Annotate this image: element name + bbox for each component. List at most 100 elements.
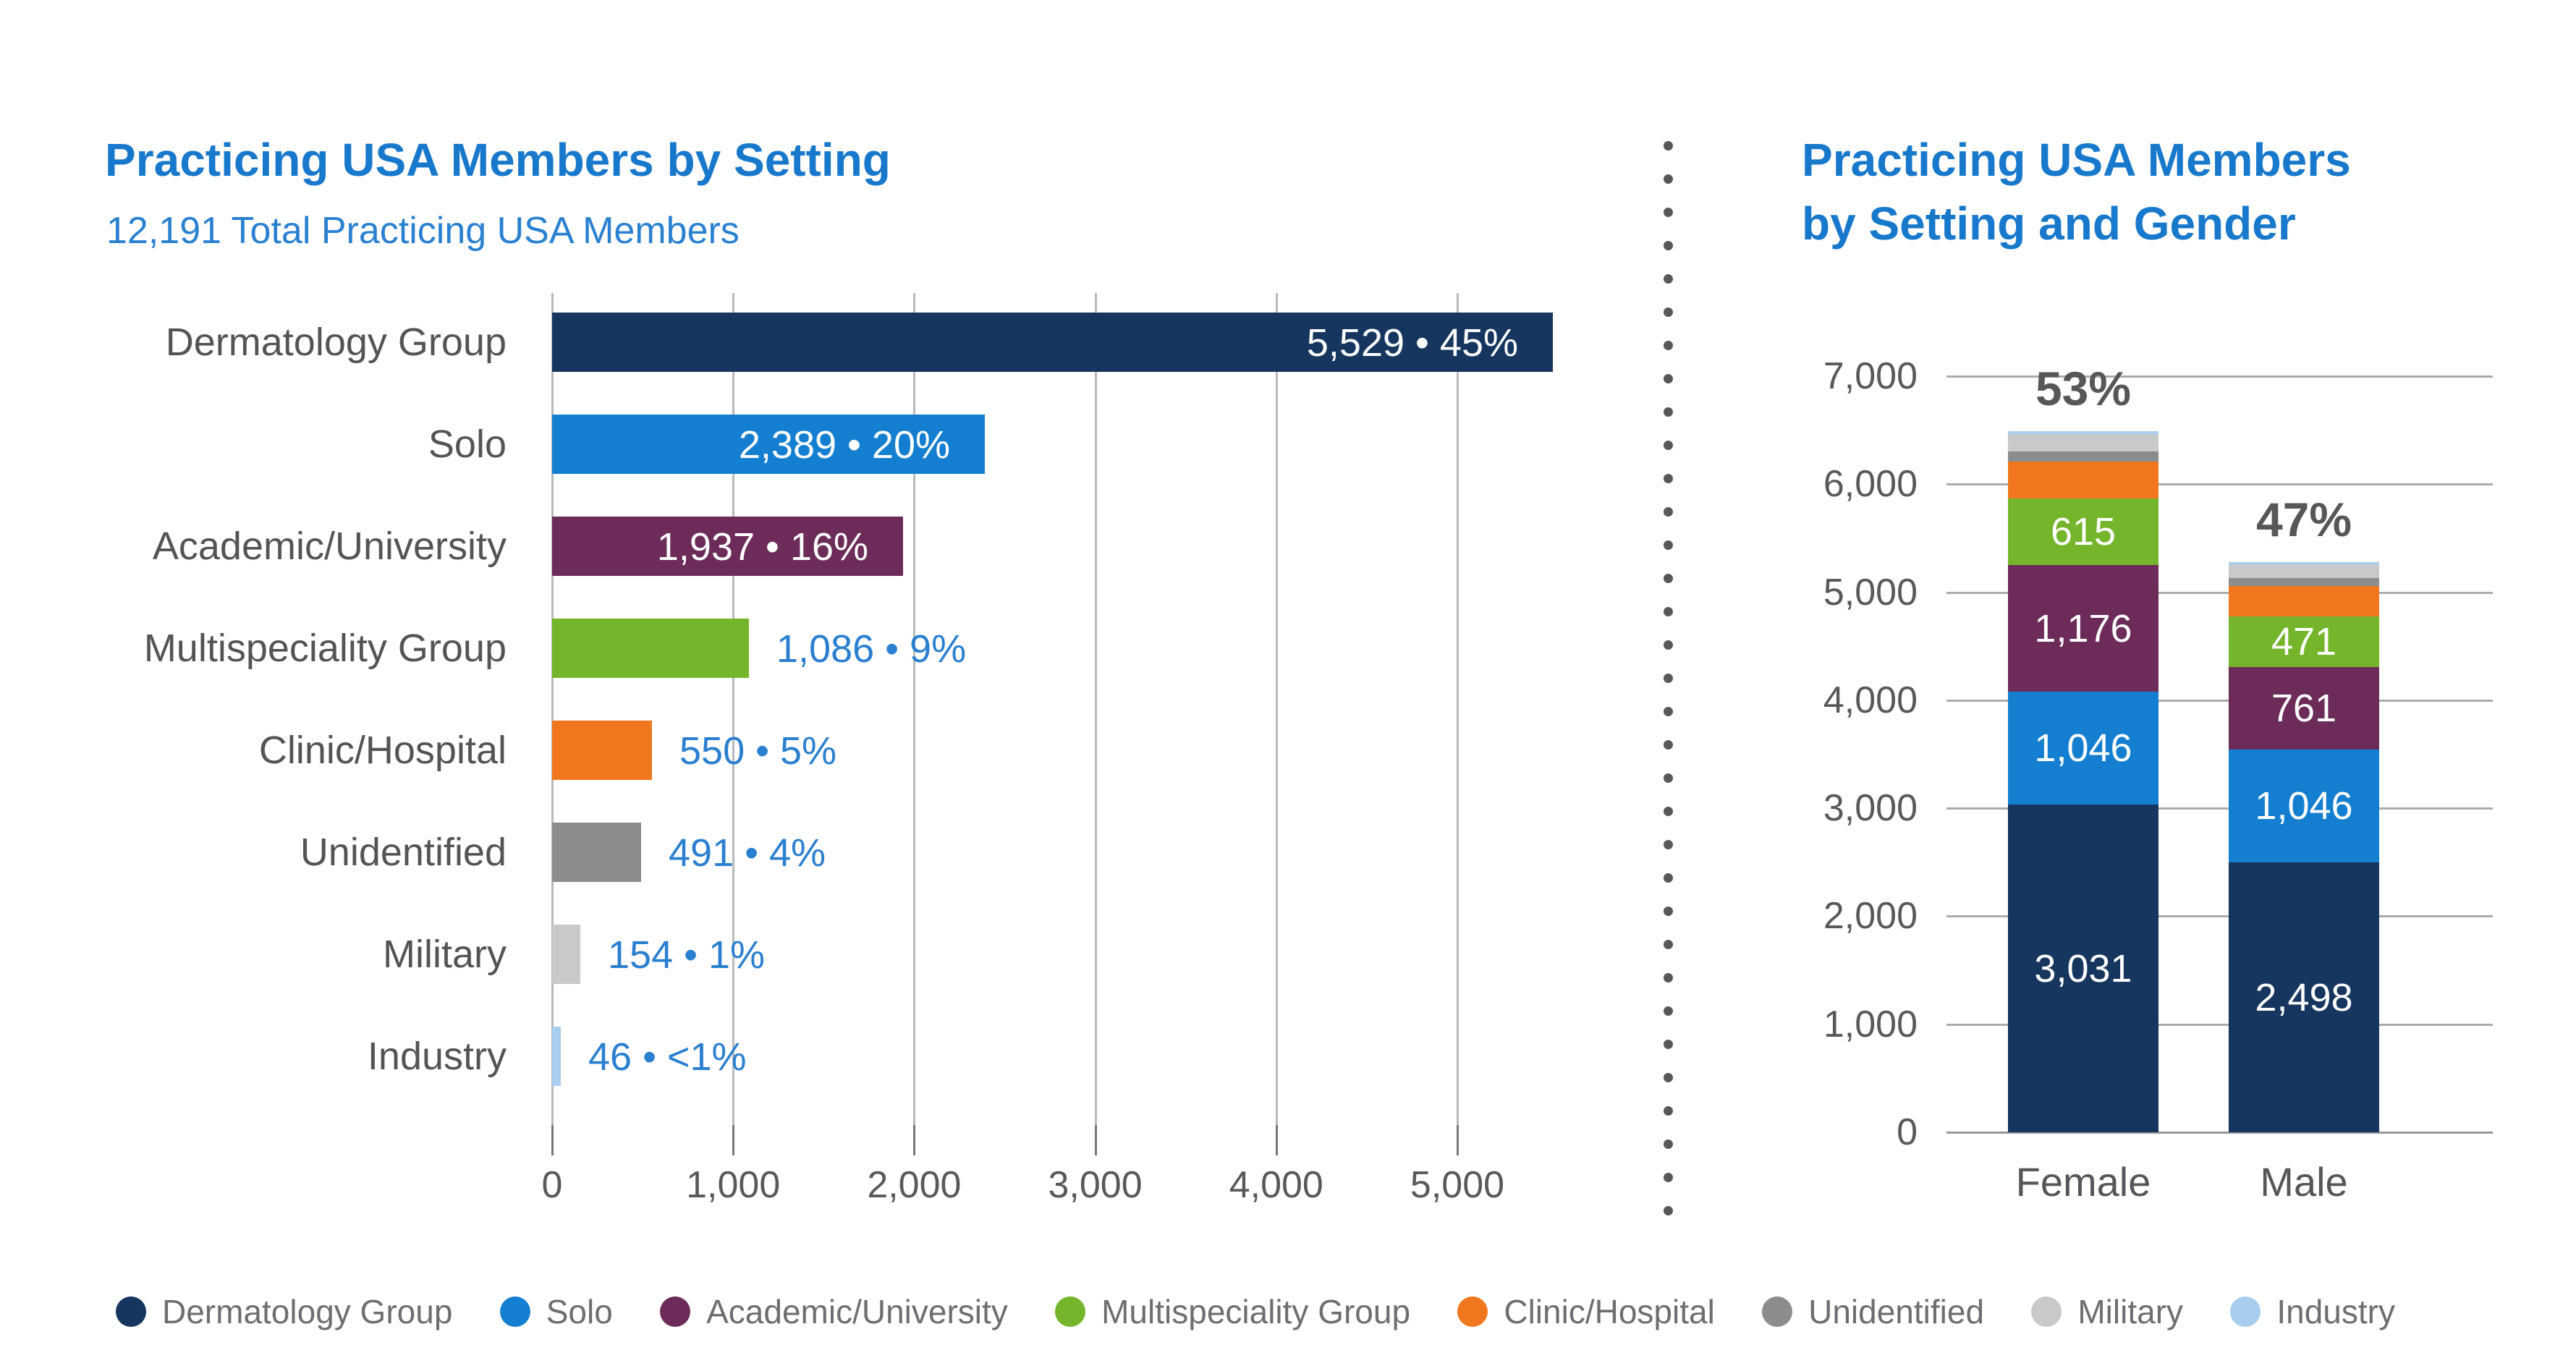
right-chart-title-line1: Practicing USA Members: [1802, 134, 2351, 186]
gridline-horizontal: [1946, 375, 2493, 378]
solo-legend-dot: [499, 1296, 530, 1327]
y-axis-tick-label: 0: [1897, 1111, 1918, 1153]
divider-dot: [1664, 540, 1673, 550]
divider-dot: [1664, 1139, 1673, 1149]
legend-item: Multispeciality Group: [1055, 1292, 1410, 1331]
divider-dot: [1664, 807, 1673, 816]
gridline-vertical: [1094, 293, 1097, 1125]
bar-dermatology_group: [552, 313, 1553, 372]
axis-tick: [1094, 1125, 1097, 1155]
bar-unidentified: [552, 823, 641, 882]
bar-multispeciality_group: [552, 619, 749, 678]
column-category-label: Male: [2260, 1159, 2348, 1205]
y-axis-tick-label: 2,000: [1823, 895, 1918, 938]
segment-unidentified: [2229, 577, 2379, 587]
legend-label: Industry: [2276, 1293, 2395, 1330]
segment-military: [2008, 434, 2158, 451]
divider-dot: [1664, 840, 1673, 849]
column-percent-label: 53%: [2035, 362, 2132, 416]
legend-item: Clinic/Hospital: [1457, 1292, 1715, 1331]
divider-dot: [1664, 241, 1673, 250]
segment-unidentified: [2008, 451, 2158, 462]
segment-value-label: 761: [2271, 687, 2337, 731]
category-label: Multispeciality Group: [143, 627, 507, 670]
segment-industry: [2229, 561, 2379, 564]
x-axis-tick-label: 2,000: [867, 1164, 962, 1206]
segment-value-label: 2,498: [2255, 975, 2353, 1019]
bar-value-label: 5,529 • 45%: [1306, 321, 1518, 365]
divider-dot: [1664, 640, 1673, 650]
gridline-vertical: [1275, 293, 1278, 1125]
segment-value-label: 3,031: [2034, 946, 2132, 990]
divider-dot: [1664, 1073, 1673, 1082]
bar-industry: [552, 1027, 561, 1086]
y-axis-tick-label: 5,000: [1823, 571, 1918, 614]
divider-dot: [1664, 607, 1673, 616]
divider-dot: [1664, 574, 1673, 583]
multispeciality_group-legend-dot: [1055, 1296, 1086, 1327]
axis-tick: [551, 1125, 554, 1155]
segment-academic_university: [2008, 564, 2158, 692]
divider-dot: [1664, 1206, 1673, 1215]
category-label: Military: [383, 933, 507, 976]
divider-dot: [1664, 474, 1673, 483]
bar-academic_university: [552, 517, 903, 576]
divider-dot: [1664, 940, 1673, 949]
category-label: Dermatology Group: [165, 321, 507, 364]
segment-multispeciality_group: [2008, 498, 2158, 565]
military-legend-dot: [2031, 1296, 2062, 1327]
legend-label: Clinic/Hospital: [1504, 1293, 1715, 1330]
divider-dot: [1664, 174, 1673, 184]
gridline-vertical: [1457, 293, 1459, 1125]
divider-dot: [1664, 208, 1673, 217]
axis-tick: [913, 1125, 916, 1155]
legend-item: Solo: [499, 1292, 613, 1331]
divider-dot: [1664, 507, 1673, 517]
segment-dermatology_group: [2229, 862, 2379, 1132]
x-axis-tick-label: 1,000: [686, 1164, 781, 1206]
divider-dot: [1664, 907, 1673, 916]
legend-label: Dermatology Group: [162, 1293, 453, 1330]
gridline-vertical: [551, 293, 554, 1125]
bar-value-label: 1,086 • 9%: [776, 627, 967, 671]
divider-dot: [1664, 1106, 1673, 1116]
divider-dot: [1664, 141, 1673, 150]
gridline-horizontal: [1946, 1023, 2493, 1026]
gridline-vertical: [732, 293, 735, 1125]
bar-value-label: 2,389 • 20%: [738, 423, 950, 467]
y-axis-tick-label: 6,000: [1823, 463, 1918, 506]
segment-academic_university: [2229, 667, 2379, 750]
segment-multispeciality_group: [2229, 616, 2379, 668]
legend-item: Unidentified: [1762, 1292, 1984, 1331]
y-axis-tick-label: 3,000: [1823, 787, 1918, 830]
bar-value-label: 46 • <1%: [588, 1035, 747, 1079]
divider-dot: [1664, 674, 1673, 683]
y-axis-tick-label: 7,000: [1823, 355, 1918, 397]
divider-dot: [1664, 274, 1673, 284]
x-axis-tick-label: 0: [541, 1164, 563, 1206]
bar-solo: [552, 415, 985, 474]
category-label: Industry: [367, 1035, 507, 1078]
x-axis-tick-label: 4,000: [1229, 1164, 1323, 1206]
legend-label: Solo: [546, 1293, 613, 1330]
legend-item: Dermatology Group: [116, 1292, 452, 1331]
axis-tick: [1275, 1125, 1278, 1155]
divider-dot: [1664, 740, 1673, 750]
segment-clinic_hospital: [2008, 462, 2158, 498]
segment-value-label: 615: [2050, 509, 2117, 553]
column-percent-label: 47%: [2255, 492, 2352, 546]
gridline-horizontal: [1946, 483, 2493, 486]
segment-value-label: 1,046: [2255, 784, 2353, 828]
divider-dot: [1664, 307, 1673, 317]
legend-label: Multispeciality Group: [1101, 1293, 1411, 1330]
legend-label: Unidentified: [1808, 1293, 1985, 1330]
x-axis-tick-label: 3,000: [1048, 1164, 1143, 1206]
bar-value-label: 154 • 1%: [608, 933, 766, 977]
divider-dot: [1664, 441, 1673, 450]
axis-tick: [732, 1125, 735, 1155]
legend-label: Academic/University: [706, 1293, 1008, 1330]
bar-value-label: 550 • 5%: [679, 729, 837, 773]
divider-dot: [1664, 1173, 1673, 1182]
clinic_hospital-legend-dot: [1457, 1296, 1488, 1327]
